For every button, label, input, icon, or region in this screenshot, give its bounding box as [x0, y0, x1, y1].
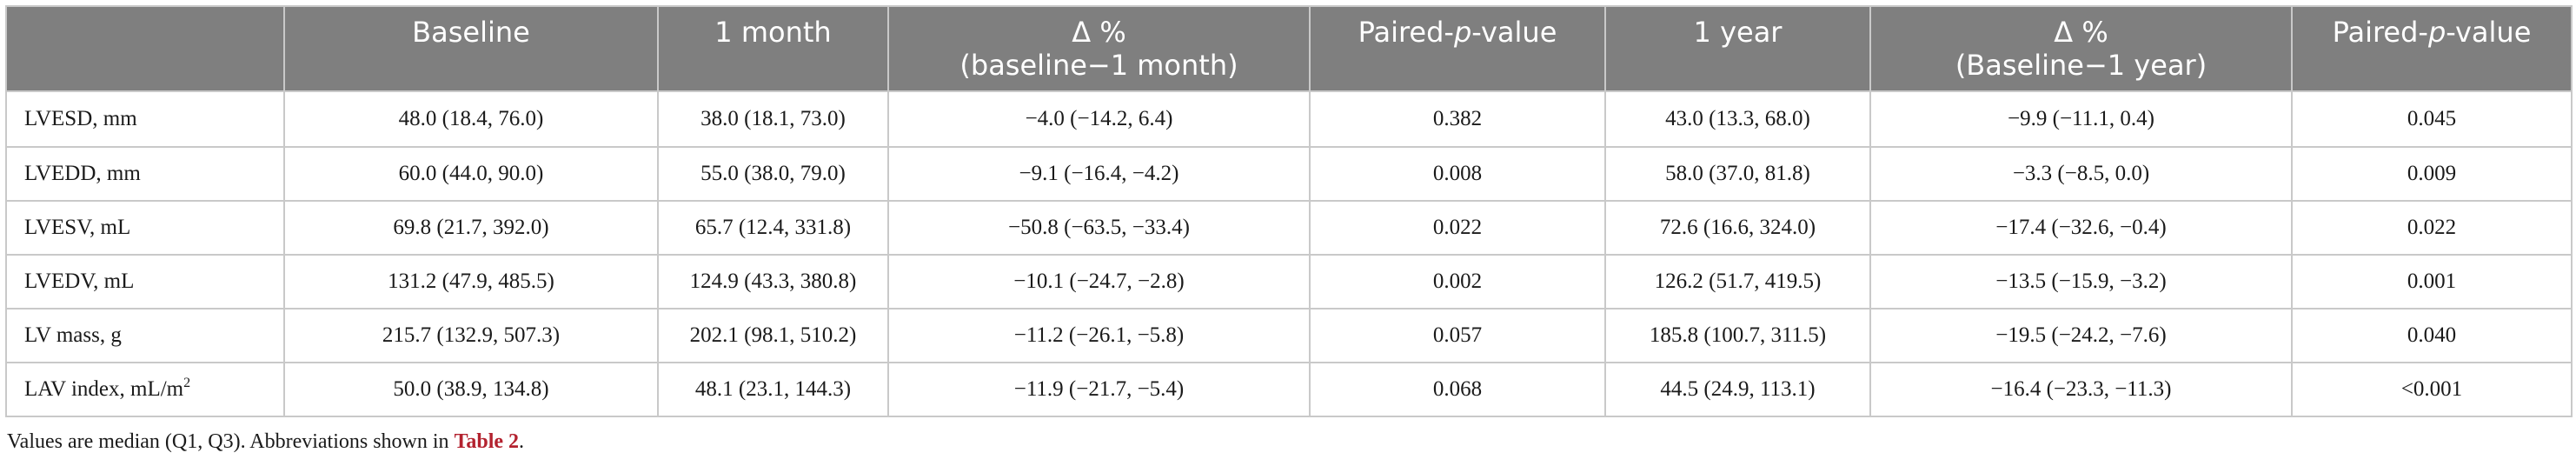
table-cell: −3.3 (−8.5, 0.0) — [1869, 146, 2293, 202]
table-cell: 0.057 — [1309, 308, 1606, 363]
table-cell: 58.0 (37.0, 81.8) — [1604, 146, 1871, 202]
header-baseline: Baseline — [283, 5, 659, 92]
row-label: LV mass, g — [5, 308, 285, 363]
row-label: LVEDD, mm — [5, 146, 285, 202]
table-cell: 43.0 (13.3, 68.0) — [1604, 90, 1871, 148]
table-row: LVESD, mm 48.0 (18.4, 76.0) 38.0 (18.1, … — [5, 90, 2573, 148]
table-row: LVEDV, mL 131.2 (47.9, 485.5) 124.9 (43.… — [5, 254, 2573, 310]
footnote-end: . — [519, 430, 525, 453]
table-cell: 215.7 (132.9, 507.3) — [283, 308, 659, 363]
table-cell: −16.4 (−23.3, −11.3) — [1869, 362, 2293, 417]
table-cell: 50.0 (38.9, 134.8) — [283, 362, 659, 417]
table-cell: 185.8 (100.7, 311.5) — [1604, 308, 1871, 363]
table-cell: −9.9 (−11.1, 0.4) — [1869, 90, 2293, 148]
table-cell: 65.7 (12.4, 331.8) — [657, 200, 889, 256]
table-cell: 0.040 — [2291, 308, 2573, 363]
table-cell: 48.1 (23.1, 144.3) — [657, 362, 889, 417]
row-label: LVEDV, mL — [5, 254, 285, 310]
table-cell: −11.9 (−21.7, −5.4) — [887, 362, 1311, 417]
table-cell: 0.009 — [2291, 146, 2573, 202]
table-cell: 126.2 (51.7, 419.5) — [1604, 254, 1871, 310]
header-1-year: 1 year — [1604, 5, 1871, 92]
table-cell: 0.001 — [2291, 254, 2573, 310]
table-2-link[interactable]: Table 2 — [454, 430, 520, 453]
table-cell: 0.002 — [1309, 254, 1606, 310]
table-cell: 72.6 (16.6, 324.0) — [1604, 200, 1871, 256]
header-paired-p-value-1: Paired-p-value — [1309, 5, 1606, 92]
table-header-row: Baseline 1 month Δ % (baseline−1 month) … — [5, 5, 2573, 92]
table-cell: 60.0 (44.0, 90.0) — [283, 146, 659, 202]
table-cell: −11.2 (−26.1, −5.8) — [887, 308, 1311, 363]
table-cell: 0.068 — [1309, 362, 1606, 417]
header-1-month: 1 month — [657, 5, 889, 92]
table-cell: 38.0 (18.1, 73.0) — [657, 90, 889, 148]
table-cell: 124.9 (43.3, 380.8) — [657, 254, 889, 310]
header-delta-baseline-1-year: Δ % (Baseline−1 year) — [1869, 5, 2293, 92]
table-row: LVEDD, mm 60.0 (44.0, 90.0) 55.0 (38.0, … — [5, 146, 2573, 202]
row-label: LAV index, mL/m2 — [5, 362, 285, 417]
table-cell: 0.022 — [2291, 200, 2573, 256]
header-paired-p-value-2: Paired-p-value — [2291, 5, 2573, 92]
table-cell: −19.5 (−24.2, −7.6) — [1869, 308, 2293, 363]
row-label: LVESD, mm — [5, 90, 285, 148]
table-cell: −4.0 (−14.2, 6.4) — [887, 90, 1311, 148]
row-label: LVESV, mL — [5, 200, 285, 256]
results-table-container: Baseline 1 month Δ % (baseline−1 month) … — [5, 5, 2573, 417]
results-table: Baseline 1 month Δ % (baseline−1 month) … — [5, 5, 2573, 417]
table-cell: 202.1 (98.1, 510.2) — [657, 308, 889, 363]
table-row: LV mass, g 215.7 (132.9, 507.3) 202.1 (9… — [5, 308, 2573, 363]
table-cell: 0.008 — [1309, 146, 1606, 202]
footnote-text: Values are median (Q1, Q3). Abbreviation… — [7, 430, 455, 453]
table-cell: 48.0 (18.4, 76.0) — [283, 90, 659, 148]
table-cell: −10.1 (−24.7, −2.8) — [887, 254, 1311, 310]
header-delta-baseline-1-month: Δ % (baseline−1 month) — [887, 5, 1311, 92]
table-cell: −13.5 (−15.9, −3.2) — [1869, 254, 2293, 310]
table-cell: −9.1 (−16.4, −4.2) — [887, 146, 1311, 202]
table-cell: 131.2 (47.9, 485.5) — [283, 254, 659, 310]
table-footnote: Values are median (Q1, Q3). Abbreviation… — [7, 430, 524, 454]
header-row-label — [5, 5, 285, 92]
table-cell: 0.382 — [1309, 90, 1606, 148]
table-cell: −17.4 (−32.6, −0.4) — [1869, 200, 2293, 256]
table-row: LAV index, mL/m2 50.0 (38.9, 134.8) 48.1… — [5, 362, 2573, 417]
table-cell: 0.045 — [2291, 90, 2573, 148]
table-row: LVESV, mL 69.8 (21.7, 392.0) 65.7 (12.4,… — [5, 200, 2573, 256]
table-cell: −50.8 (−63.5, −33.4) — [887, 200, 1311, 256]
table-cell: <0.001 — [2291, 362, 2573, 417]
table-cell: 69.8 (21.7, 392.0) — [283, 200, 659, 256]
table-cell: 55.0 (38.0, 79.0) — [657, 146, 889, 202]
table-cell: 0.022 — [1309, 200, 1606, 256]
table-cell: 44.5 (24.9, 113.1) — [1604, 362, 1871, 417]
